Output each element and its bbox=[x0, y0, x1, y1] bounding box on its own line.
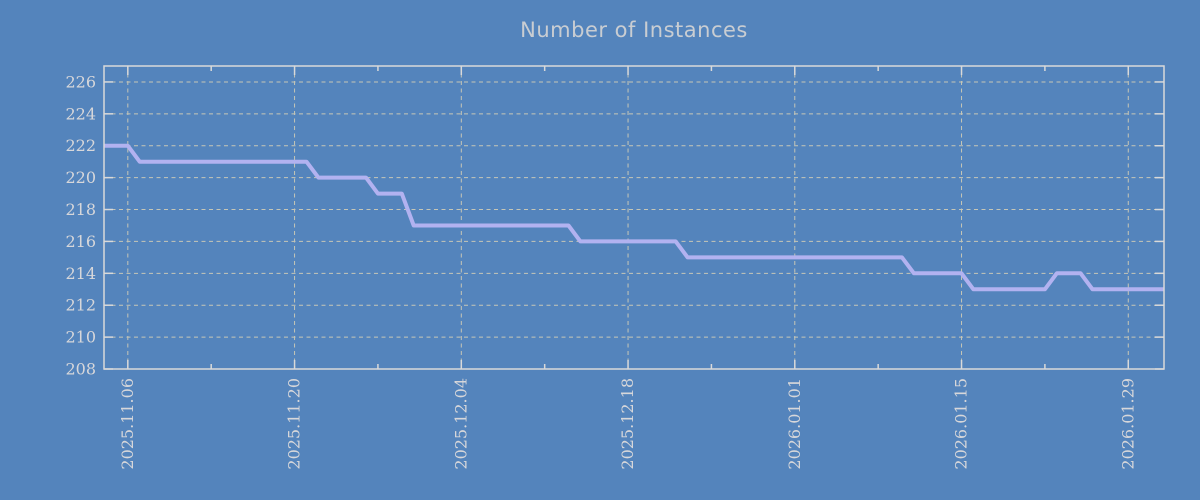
x-tick-label: 2026.01.15 bbox=[952, 378, 971, 470]
y-tick-label: 224 bbox=[65, 104, 96, 123]
y-tick-label: 208 bbox=[65, 360, 96, 379]
plot-border bbox=[103, 65, 1165, 370]
y-tick-label: 214 bbox=[65, 264, 96, 283]
y-tick-label: 210 bbox=[65, 328, 96, 347]
y-tick-label: 222 bbox=[65, 136, 96, 155]
y-tick-label: 212 bbox=[65, 296, 96, 315]
x-tick-label: 2025.12.18 bbox=[618, 378, 637, 470]
x-tick-label: 2025.11.06 bbox=[118, 378, 137, 470]
x-tick-label: 2026.01.01 bbox=[785, 378, 804, 470]
data-line-instances bbox=[104, 143, 1164, 292]
x-tick-label: 2025.12.04 bbox=[451, 378, 470, 470]
x-tick-label: 2026.01.29 bbox=[1118, 378, 1137, 470]
chart-title: Number of Instances bbox=[520, 18, 748, 42]
y-tick-label: 220 bbox=[65, 168, 96, 187]
y-tick-label: 218 bbox=[65, 200, 96, 219]
y-tick-label: 216 bbox=[65, 232, 96, 251]
y-tick-label: 226 bbox=[65, 72, 96, 91]
x-tick-label: 2025.11.20 bbox=[285, 378, 304, 470]
